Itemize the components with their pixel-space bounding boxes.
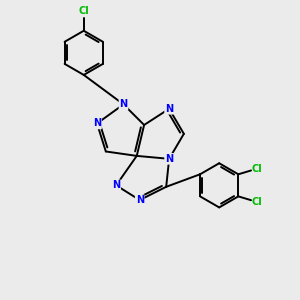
Text: N: N	[165, 104, 173, 114]
Text: N: N	[119, 99, 128, 110]
Text: Cl: Cl	[252, 197, 262, 207]
Text: N: N	[112, 180, 120, 190]
Text: N: N	[136, 195, 144, 205]
Text: N: N	[165, 154, 173, 164]
Text: Cl: Cl	[252, 164, 262, 174]
Text: N: N	[93, 118, 101, 128]
Text: Cl: Cl	[78, 6, 89, 16]
